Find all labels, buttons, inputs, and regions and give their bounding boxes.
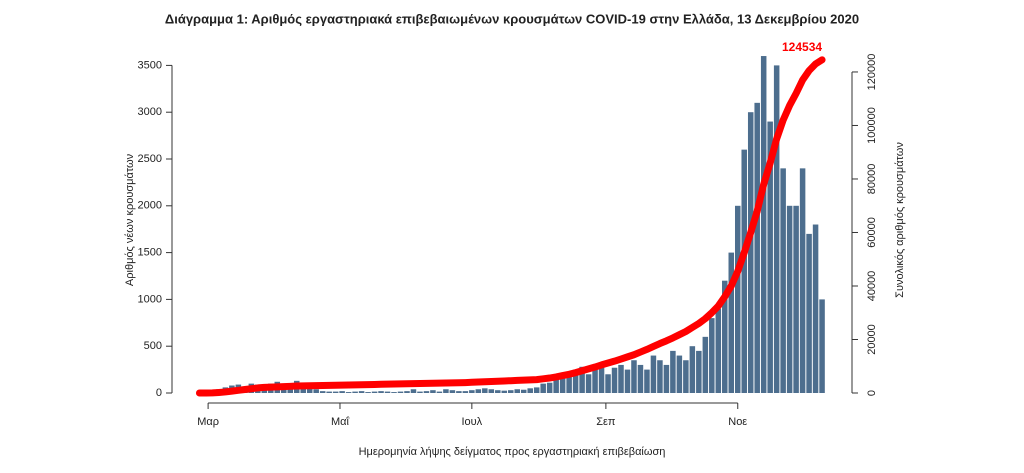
x-tick-label: Σεπ [596, 416, 616, 428]
bar [787, 206, 793, 393]
bar [735, 206, 741, 393]
bar [469, 390, 475, 393]
x-tick-label: Ιουλ [461, 416, 482, 428]
x-tick-label: Μαΐ [331, 416, 350, 428]
value-label: 124534 [782, 40, 822, 54]
y-tick-label: 2000 [138, 200, 162, 212]
bar [482, 388, 488, 393]
bar [703, 337, 709, 393]
bar [696, 351, 702, 393]
bar [527, 388, 533, 393]
y2-tick-label: 0 [866, 390, 878, 396]
bar [547, 383, 553, 393]
bar [521, 390, 527, 393]
bar [476, 389, 482, 393]
bar [566, 376, 572, 393]
y-tick-label: 0 [156, 387, 162, 399]
bar [586, 374, 592, 393]
y2-tick-label: 60000 [866, 217, 878, 248]
bar [430, 390, 436, 393]
y-tick-label: 500 [144, 340, 162, 352]
bar [417, 392, 423, 393]
bar [385, 392, 391, 393]
bar [339, 391, 345, 393]
y2-axis-label: Συνολικός αριθμός κρουσμάτων [894, 142, 906, 298]
y-axis-label: Αριθμός νέων κρουσμάτων [124, 153, 136, 286]
bar [514, 389, 520, 393]
chart-title: Διάγραμμα 1: Αριθμός εργαστηριακά επιβεβ… [165, 11, 859, 26]
bar [489, 389, 495, 393]
bar [657, 360, 663, 393]
bar [592, 370, 598, 393]
bar [372, 392, 378, 393]
bar [625, 370, 631, 393]
bar [313, 389, 319, 393]
bar [612, 368, 618, 393]
y-tick-label: 3500 [138, 59, 162, 71]
bar [644, 370, 650, 393]
bar [813, 225, 819, 393]
y2-tick-label: 120000 [866, 54, 878, 91]
bar [450, 390, 456, 393]
bar [709, 318, 715, 393]
bar [508, 390, 514, 393]
bar [683, 360, 689, 393]
bar [754, 103, 760, 393]
bar [780, 168, 786, 393]
bar [365, 392, 371, 393]
bar [774, 65, 780, 393]
bar [359, 391, 365, 393]
bar [463, 391, 469, 393]
bar [502, 391, 508, 393]
bar [819, 299, 825, 393]
bar [320, 391, 326, 393]
y-tick-label: 1500 [138, 247, 162, 259]
bar [638, 365, 644, 393]
bar [456, 391, 462, 393]
bar [741, 150, 747, 393]
y-tick-label: 1000 [138, 293, 162, 305]
bar [793, 206, 799, 393]
bar [495, 390, 501, 393]
x-tick-label: Μαρ [197, 416, 219, 428]
bar [677, 356, 683, 393]
x-axis-label: Ημερομηνία λήψης δείγματος προς εργαστηρ… [359, 446, 666, 458]
bar [404, 391, 410, 393]
y2-tick-label: 80000 [866, 164, 878, 195]
bar [424, 391, 430, 393]
y2-tick-label: 40000 [866, 271, 878, 302]
bar [618, 365, 624, 393]
bar [378, 391, 384, 393]
bar [391, 392, 397, 393]
bar [398, 392, 404, 393]
bar [534, 387, 540, 393]
bar [631, 360, 637, 393]
bar [800, 168, 806, 393]
bar [333, 392, 339, 393]
bar [352, 392, 358, 393]
bar [346, 392, 352, 393]
y2-tick-label: 20000 [866, 324, 878, 355]
bar [443, 389, 449, 393]
y-tick-label: 3000 [138, 106, 162, 118]
y2-tick-label: 100000 [866, 107, 878, 144]
bar [716, 309, 722, 393]
bar [761, 56, 767, 393]
bar [651, 356, 657, 393]
bar [690, 346, 696, 393]
bar [748, 112, 754, 393]
bar [411, 389, 417, 393]
bar [806, 234, 812, 393]
bar [553, 379, 559, 393]
x-tick-label: Νοε [728, 416, 747, 428]
bar [670, 351, 676, 393]
bar [540, 384, 546, 393]
bar [605, 374, 611, 393]
bar [437, 392, 443, 393]
bar [326, 392, 332, 393]
y-tick-label: 2500 [138, 153, 162, 165]
bar [664, 365, 670, 393]
